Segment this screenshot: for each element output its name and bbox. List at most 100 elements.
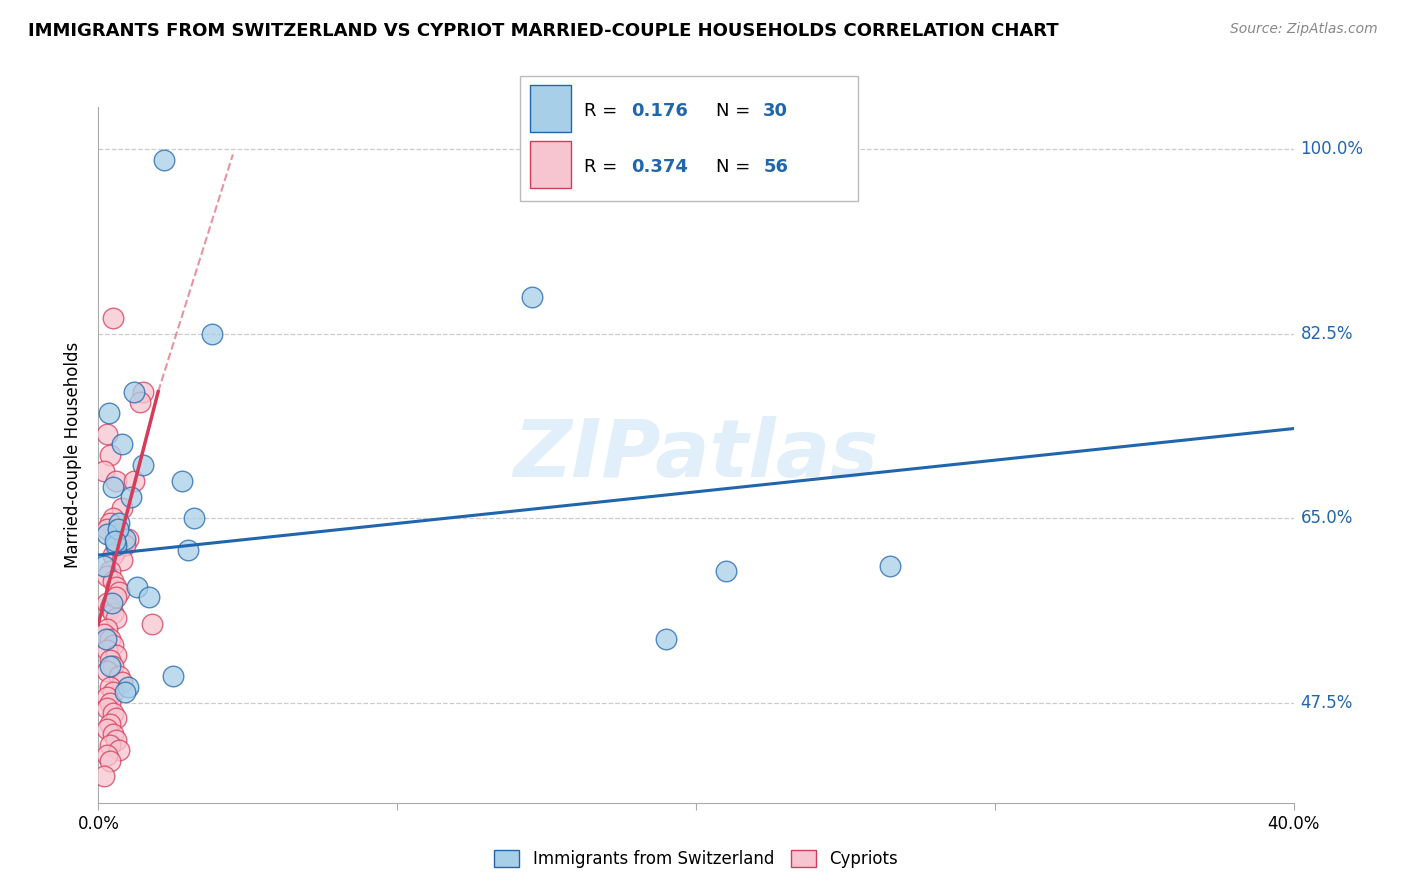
Point: [103, 685, 125, 699]
Point: [103, 548, 125, 562]
Point: [103, 727, 125, 741]
Point: [98, 754, 122, 768]
Point: [96, 522, 118, 536]
Point: [714, 564, 737, 578]
Point: [103, 511, 125, 525]
Point: [93, 769, 115, 783]
Point: [96, 622, 118, 636]
Point: [105, 475, 128, 489]
Point: [96, 701, 118, 715]
Point: [117, 533, 139, 547]
Point: [93, 627, 115, 641]
Text: 65.0%: 65.0%: [1301, 509, 1353, 527]
Point: [98, 564, 122, 578]
Point: [96, 748, 118, 763]
Text: 0.176: 0.176: [631, 102, 689, 120]
Point: [111, 437, 134, 451]
Point: [520, 290, 543, 304]
Point: [103, 310, 125, 325]
Point: [96, 690, 118, 705]
Point: [103, 706, 125, 721]
Point: [105, 732, 128, 747]
Point: [105, 580, 128, 594]
Bar: [530, 85, 571, 132]
Point: [98, 600, 122, 615]
Point: [103, 638, 125, 652]
Text: IMMIGRANTS FROM SWITZERLAND VS CYPRIOT MARRIED-COUPLE HOUSEHOLDS CORRELATION CHA: IMMIGRANTS FROM SWITZERLAND VS CYPRIOT M…: [28, 22, 1059, 40]
Point: [129, 395, 152, 409]
Y-axis label: Married-couple Households: Married-couple Households: [65, 342, 83, 568]
Point: [96, 527, 118, 541]
Text: 82.5%: 82.5%: [1301, 325, 1353, 343]
Text: 100.0%: 100.0%: [1301, 140, 1364, 158]
Point: [183, 511, 205, 525]
Point: [120, 490, 142, 504]
Point: [141, 616, 163, 631]
Point: [105, 711, 128, 725]
Point: [96, 426, 118, 441]
Point: [172, 475, 194, 489]
Point: [96, 664, 118, 678]
Text: R =: R =: [585, 158, 623, 176]
Point: [111, 553, 134, 567]
Point: [132, 384, 155, 399]
Text: 56: 56: [763, 158, 789, 176]
Point: [153, 153, 176, 167]
Point: [655, 632, 678, 647]
Point: [93, 464, 115, 478]
Point: [98, 448, 122, 462]
Point: [98, 716, 122, 731]
Text: ZIPatlas: ZIPatlas: [513, 416, 879, 494]
Point: [96, 643, 118, 657]
Point: [879, 558, 901, 573]
Point: [111, 674, 134, 689]
Text: 47.5%: 47.5%: [1301, 694, 1353, 712]
Point: [201, 326, 224, 341]
Point: [107, 522, 129, 536]
Point: [105, 591, 128, 605]
Text: N =: N =: [716, 102, 756, 120]
Point: [177, 542, 200, 557]
Point: [114, 537, 136, 551]
Point: [108, 585, 131, 599]
Legend: Immigrants from Switzerland, Cypriots: Immigrants from Switzerland, Cypriots: [488, 843, 904, 874]
Point: [98, 680, 122, 694]
Point: [98, 738, 122, 752]
Point: [98, 653, 122, 667]
Point: [124, 475, 146, 489]
Point: [127, 580, 149, 594]
Text: Source: ZipAtlas.com: Source: ZipAtlas.com: [1230, 22, 1378, 37]
Point: [108, 516, 131, 531]
Point: [111, 500, 134, 515]
Text: 0.374: 0.374: [631, 158, 689, 176]
Point: [138, 591, 160, 605]
Point: [117, 680, 139, 694]
Point: [96, 722, 118, 736]
Point: [105, 537, 128, 551]
Point: [124, 384, 146, 399]
Point: [105, 611, 128, 625]
Point: [162, 669, 184, 683]
Point: [98, 696, 122, 710]
Point: [103, 479, 125, 493]
Point: [108, 669, 131, 683]
Point: [96, 569, 118, 583]
Text: 30: 30: [763, 102, 789, 120]
Point: [97, 406, 120, 420]
Point: [104, 534, 127, 549]
Text: N =: N =: [716, 158, 756, 176]
Point: [94, 632, 117, 647]
Point: [108, 743, 131, 757]
Point: [114, 685, 136, 699]
Point: [103, 574, 125, 589]
Point: [93, 558, 115, 573]
Point: [98, 516, 122, 531]
Point: [103, 658, 125, 673]
Point: [105, 648, 128, 663]
Bar: [530, 141, 571, 188]
Point: [96, 595, 118, 609]
Point: [105, 542, 128, 557]
Point: [103, 606, 125, 620]
Point: [108, 527, 131, 541]
Point: [132, 458, 155, 473]
